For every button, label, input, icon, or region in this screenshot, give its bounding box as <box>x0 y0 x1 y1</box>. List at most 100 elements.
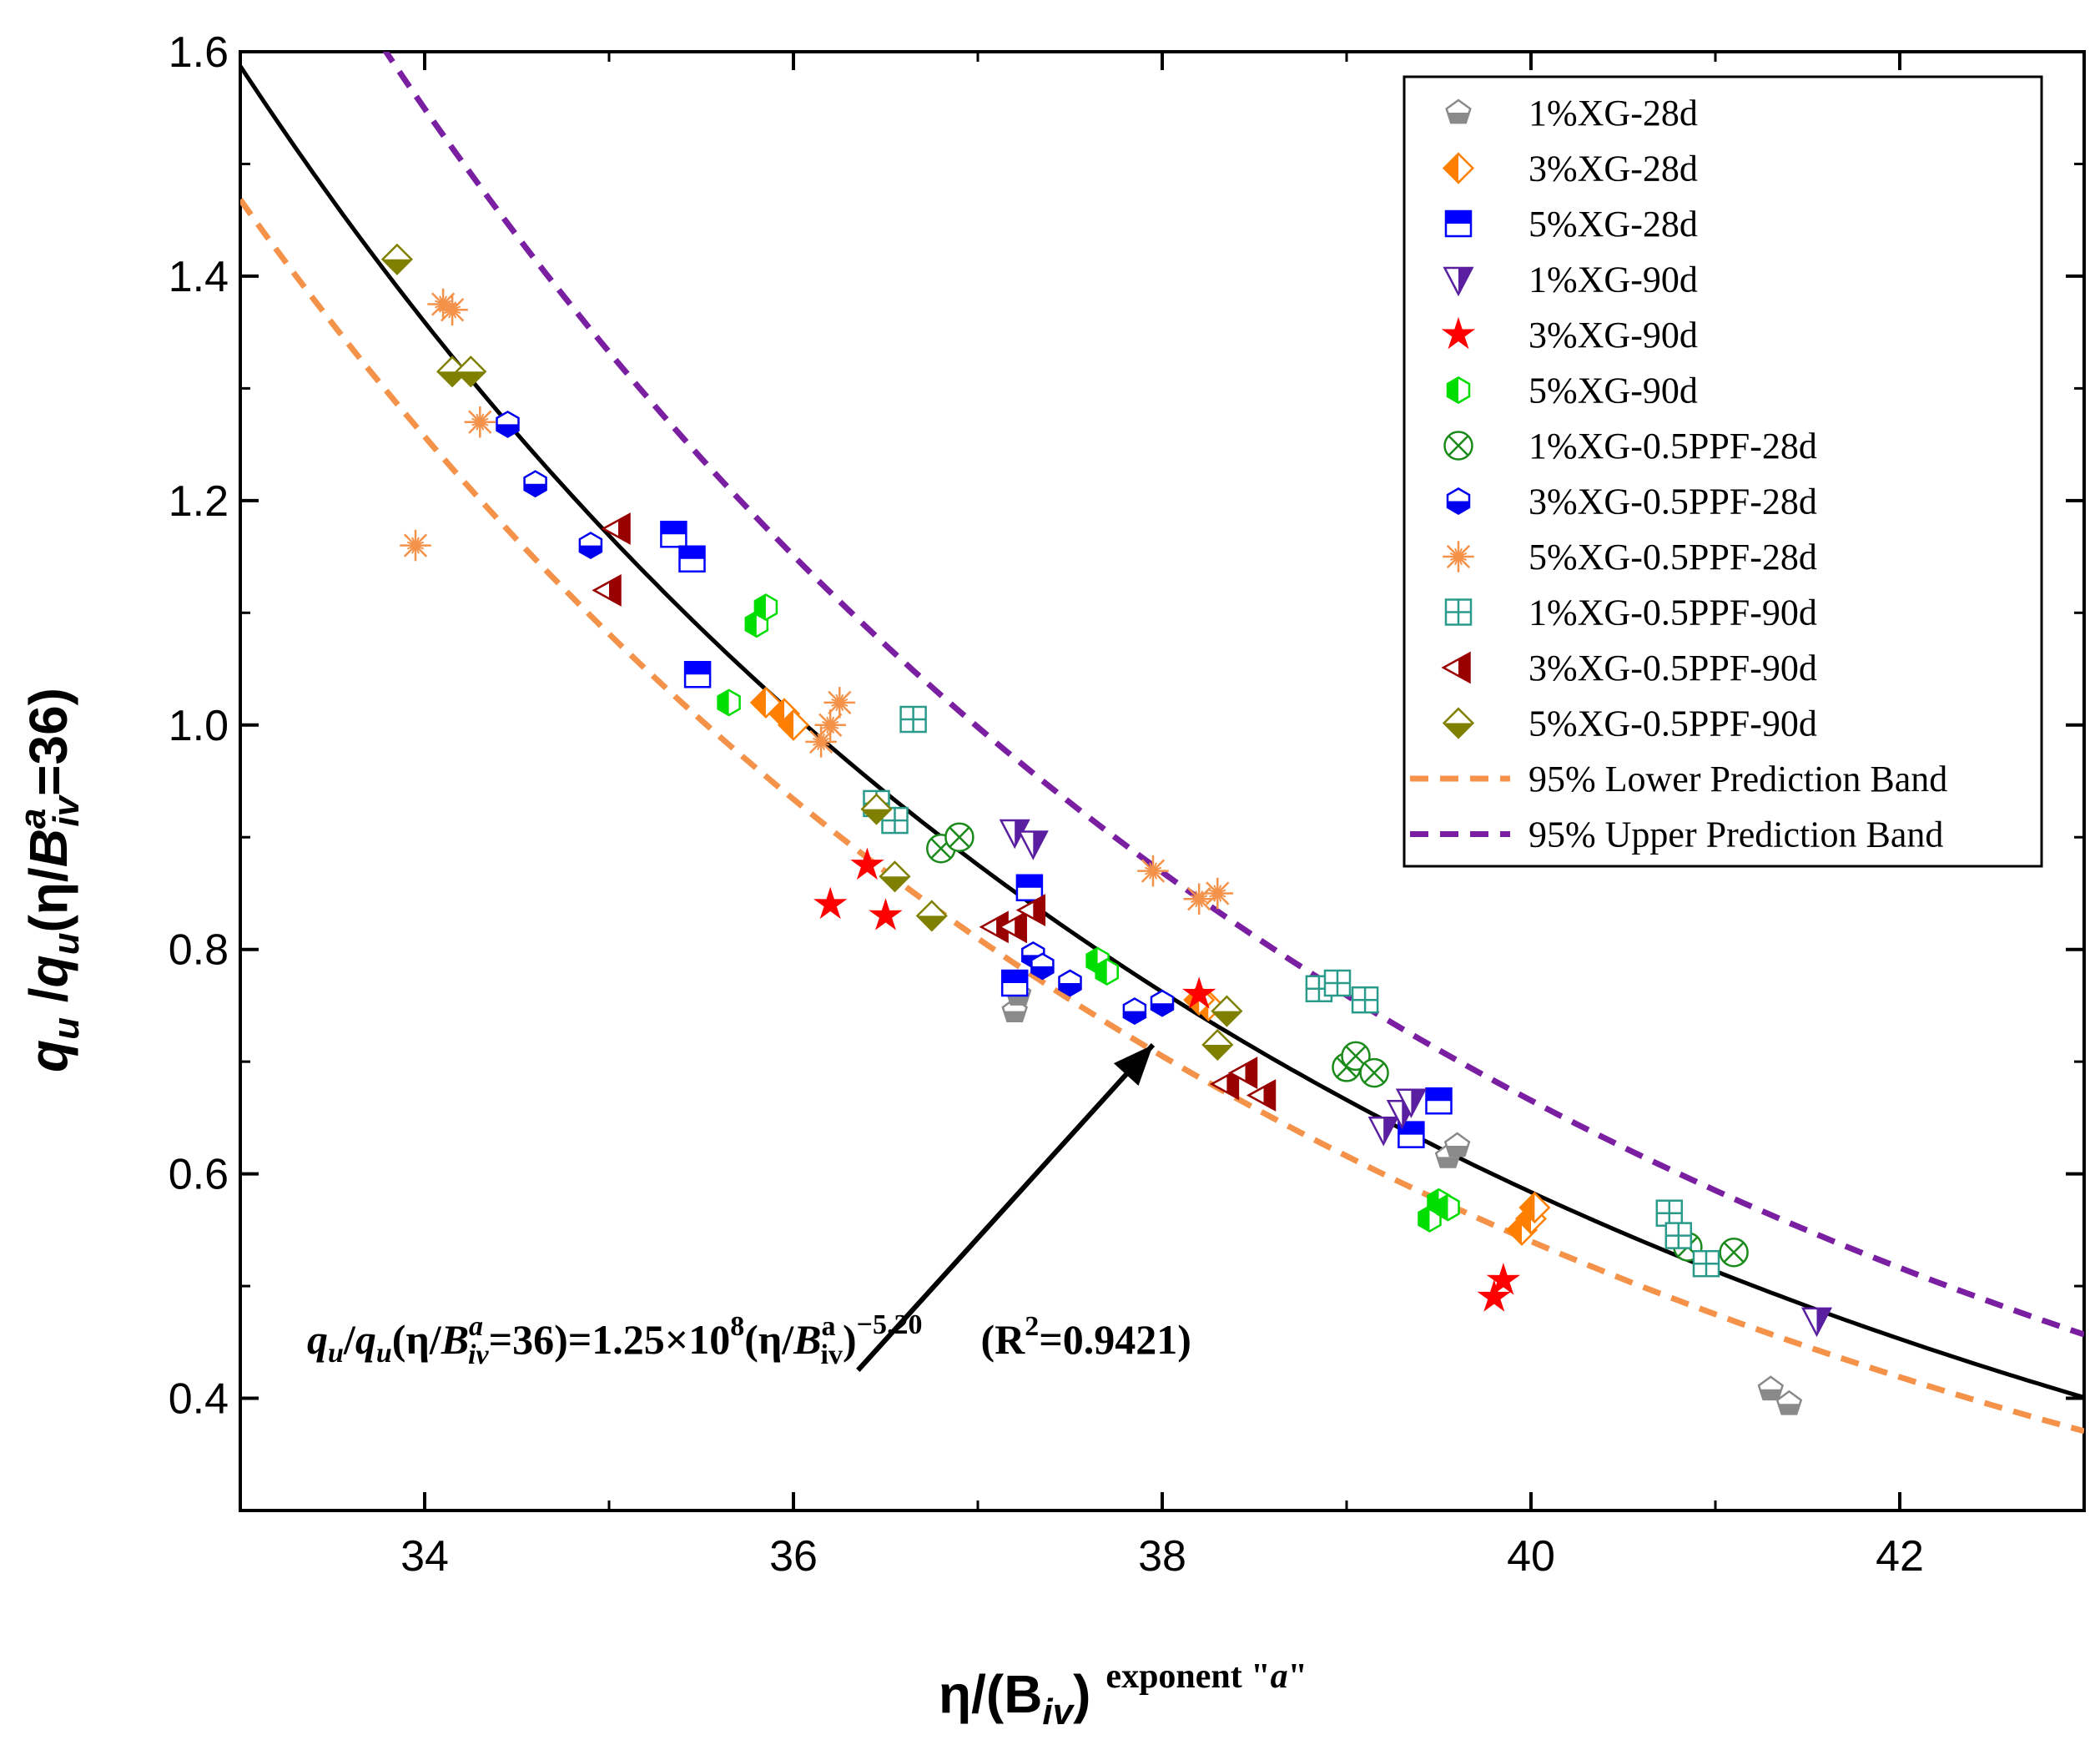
legend-label: 95% Upper Prediction Band <box>1528 815 1943 855</box>
data-point <box>1017 830 1049 860</box>
legend-label: 3%XG-0.5PPF-90d <box>1528 648 1817 688</box>
legend-marker <box>1444 209 1473 238</box>
annotation-arrow-shaft <box>856 1042 1156 1372</box>
x-tick-label: 42 <box>1876 1532 1924 1581</box>
data-point <box>1015 894 1046 927</box>
data-point <box>1201 1028 1234 1062</box>
data-point <box>1201 877 1234 910</box>
y-tick-label: 1.2 <box>169 477 229 526</box>
annotation-arrow-head <box>1113 1044 1153 1086</box>
legend-marker <box>1441 651 1471 684</box>
data-point <box>1692 1249 1720 1278</box>
data-point <box>1000 969 1029 997</box>
data-point <box>1323 969 1352 997</box>
legend-box <box>1403 75 2043 868</box>
x-tick-label: 34 <box>400 1532 449 1581</box>
data-point <box>805 726 837 758</box>
data-point <box>1095 958 1119 986</box>
y-tick-label: 1.4 <box>169 253 229 301</box>
legend-label: 3%XG-28d <box>1528 149 1698 189</box>
data-point <box>1211 995 1243 1027</box>
y-tick-label: 1.6 <box>169 28 229 77</box>
y-tick-label: 0.8 <box>169 926 229 975</box>
data-point <box>1137 855 1169 887</box>
legend-label: 1%XG-28d <box>1528 93 1698 134</box>
data-point <box>1655 1199 1684 1227</box>
data-point <box>1058 969 1082 997</box>
data-point <box>777 709 810 741</box>
data-point <box>1775 1389 1803 1415</box>
data-point <box>1227 1057 1258 1090</box>
data-point <box>455 356 487 388</box>
legend-marker <box>1443 266 1474 297</box>
legend-marker <box>1446 376 1471 404</box>
data-point <box>380 243 413 275</box>
data-point <box>683 661 712 688</box>
data-point <box>1150 989 1175 1017</box>
legend-label: 1%XG-0.5PPF-90d <box>1528 593 1817 633</box>
data-point <box>1425 1087 1453 1115</box>
axis-ticks: 34 36 38 40 42 0.4 0.6 0.8 1.0 1.2 1.4 1.6 <box>169 28 2086 1581</box>
legend-marker <box>1443 431 1473 461</box>
data-point <box>400 529 431 562</box>
y-tick-label: 0.4 <box>169 1375 229 1424</box>
data-point <box>1367 1117 1399 1147</box>
data-point <box>1395 1088 1427 1118</box>
data-point <box>1757 1375 1785 1401</box>
data-point <box>1181 976 1216 1009</box>
x-axis-label: η/(Biv) exponent "a" <box>939 1657 1307 1732</box>
data-point <box>1359 1057 1389 1088</box>
legend-label: 3%XG-0.5PPF-28d <box>1528 482 1817 522</box>
data-point <box>1505 1213 1538 1246</box>
data-point <box>915 900 948 932</box>
data-point <box>464 406 496 438</box>
y-tick-label: 1.0 <box>169 702 229 750</box>
data-point <box>578 532 603 560</box>
annotations <box>856 1042 1156 1372</box>
legend-label: 3%XG-90d <box>1528 315 1698 356</box>
data-point <box>823 687 856 719</box>
data-point <box>1443 1132 1471 1157</box>
data-point <box>496 410 520 438</box>
data-point <box>869 898 903 930</box>
data-point <box>523 470 547 498</box>
scatter-points <box>380 243 1833 1415</box>
x-tick-label: 38 <box>1138 1532 1186 1581</box>
data-point <box>592 573 622 607</box>
data-point <box>1015 874 1044 901</box>
data-point <box>1800 1307 1833 1338</box>
legend-label: 5%XG-0.5PPF-28d <box>1528 537 1817 577</box>
data-point <box>753 593 778 622</box>
lower-band-curve <box>240 198 2084 1435</box>
data-point <box>1351 986 1379 1014</box>
upper-band-curve <box>382 52 2084 1338</box>
data-point <box>1183 883 1215 915</box>
data-point <box>879 860 911 893</box>
x-tick-label: 40 <box>1507 1532 1555 1581</box>
data-point <box>678 545 706 573</box>
legend-marker <box>1442 707 1475 739</box>
legend-label: 5%XG-90d <box>1528 371 1698 411</box>
data-point <box>813 886 848 920</box>
data-point <box>660 520 687 548</box>
data-point <box>1246 1079 1277 1112</box>
data-point <box>1030 952 1055 981</box>
data-point <box>860 793 893 825</box>
data-point <box>850 847 884 880</box>
legend-marker <box>1444 598 1473 626</box>
legend-label: 1%XG-0.5PPF-28d <box>1528 426 1817 467</box>
data-point <box>601 512 631 545</box>
data-point <box>1477 1279 1512 1312</box>
y-tick-label: 0.6 <box>169 1151 229 1199</box>
data-point <box>1341 1041 1371 1072</box>
data-point <box>1209 1067 1240 1101</box>
data-point <box>1518 1191 1551 1224</box>
legend-label: 1%XG-90d <box>1528 260 1698 300</box>
data-point <box>944 822 974 852</box>
data-point <box>436 294 468 326</box>
data-point <box>814 709 846 741</box>
data-point <box>997 910 1027 944</box>
data-point <box>1486 1263 1521 1295</box>
data-point <box>1719 1237 1749 1268</box>
